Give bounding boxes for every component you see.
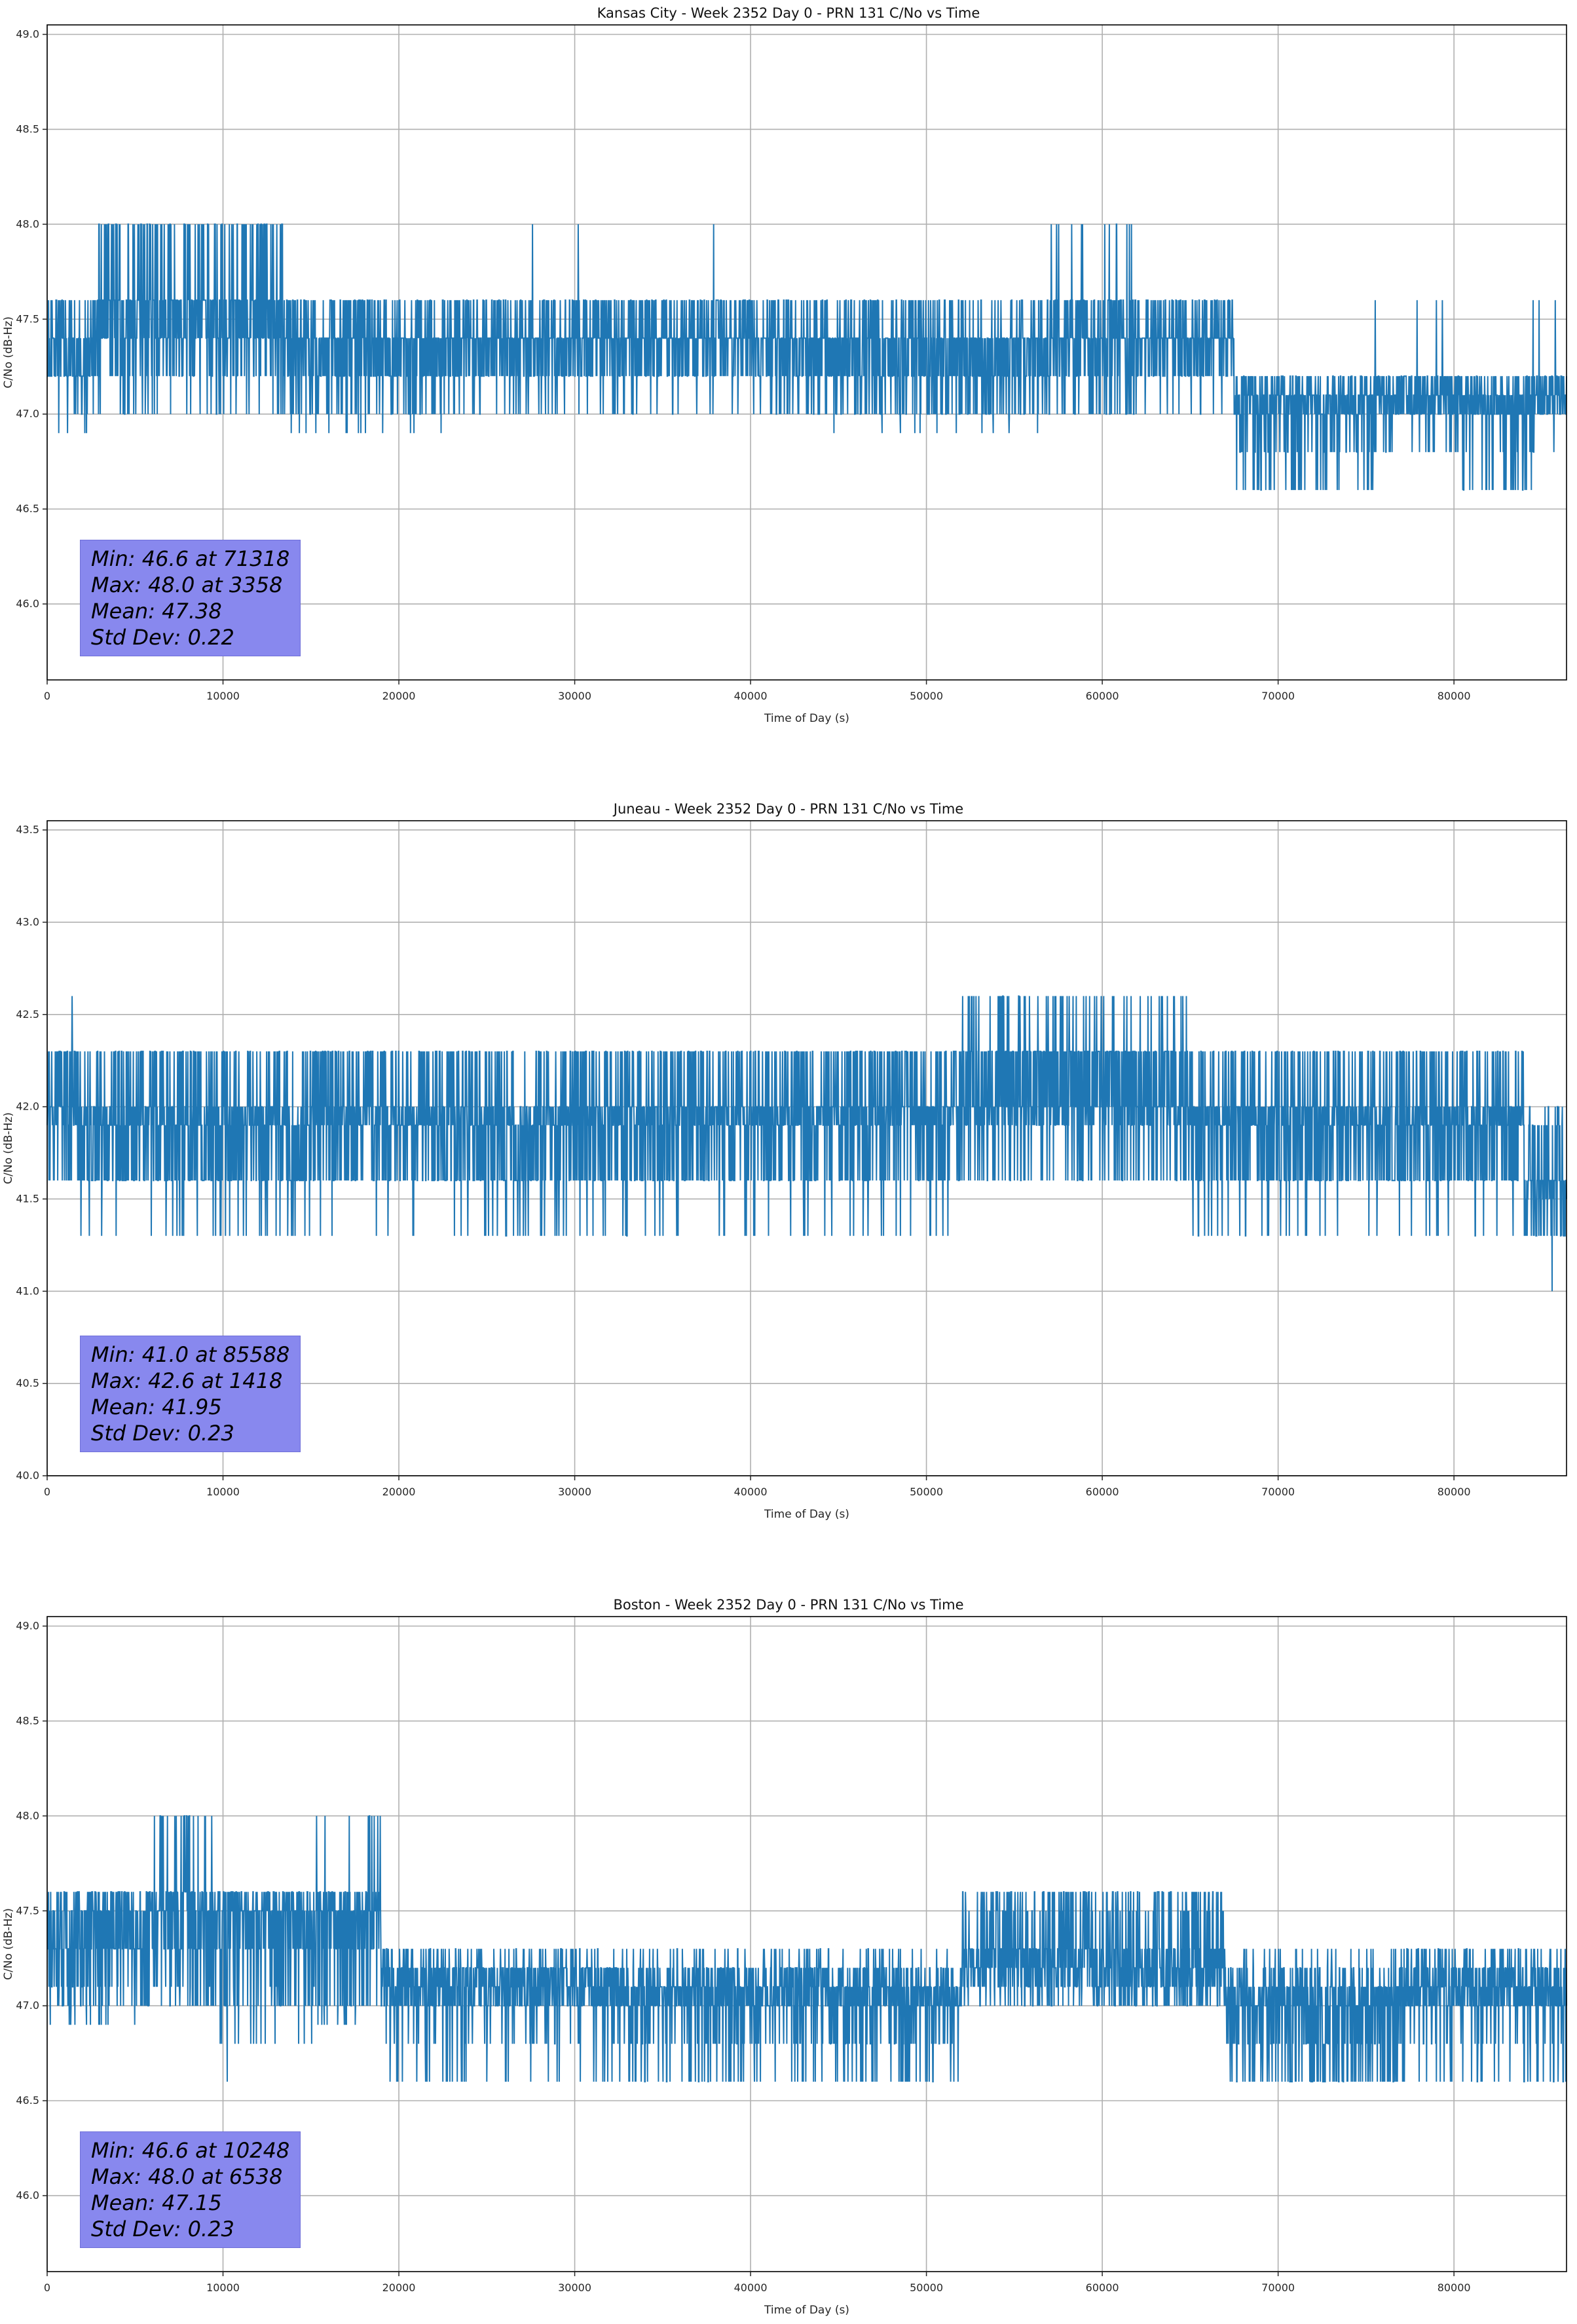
y-tick-label: 42.5 bbox=[16, 1008, 39, 1021]
x-tick-label: 80000 bbox=[1438, 2281, 1471, 2294]
y-tick-label: 40.5 bbox=[16, 1377, 39, 1389]
x-tick-label: 50000 bbox=[910, 2281, 943, 2294]
x-tick-label: 40000 bbox=[734, 2281, 768, 2294]
x-tick-label: 10000 bbox=[206, 2281, 240, 2294]
x-tick-label: 10000 bbox=[206, 690, 240, 702]
y-axis-label: C/No (dB-Hz) bbox=[2, 1908, 15, 1980]
x-tick-label: 70000 bbox=[1261, 690, 1295, 702]
y-tick-label: 47.5 bbox=[16, 312, 39, 325]
y-tick-label: 46.5 bbox=[16, 2094, 39, 2107]
x-tick-label: 20000 bbox=[382, 2281, 416, 2294]
plot-border bbox=[46, 820, 1567, 1476]
series-line bbox=[47, 223, 1567, 491]
stat-line-std: Std Dev: 0.23 bbox=[91, 2217, 234, 2241]
y-tick-label: 48.0 bbox=[16, 1809, 39, 1822]
chart-title: Kansas City - Week 2352 Day 0 - PRN 131 … bbox=[597, 5, 980, 21]
x-tick-label: 20000 bbox=[382, 690, 416, 702]
x-tick-label: 40000 bbox=[734, 690, 768, 702]
y-tick-label: 41.0 bbox=[16, 1284, 39, 1297]
y-tick-label: 46.5 bbox=[16, 502, 39, 515]
x-tick-label: 0 bbox=[44, 1486, 50, 1498]
y-tick-label: 43.5 bbox=[16, 823, 39, 836]
stat-line-mean: Mean: 47.38 bbox=[91, 599, 222, 624]
y-axis-label: C/No (dB-Hz) bbox=[2, 316, 15, 388]
y-tick-label: 47.0 bbox=[16, 1999, 39, 2012]
figure-kansas-city: Kansas City - Week 2352 Day 0 - PRN 131 … bbox=[0, 3, 1577, 730]
x-tick-label: 0 bbox=[44, 2281, 50, 2294]
x-tick-label: 70000 bbox=[1261, 1486, 1295, 1498]
stat-line-max: Max: 48.0 at 6538 bbox=[91, 2164, 283, 2189]
y-tick-label: 48.5 bbox=[16, 122, 39, 135]
y-tick-label: 46.0 bbox=[16, 597, 39, 610]
x-tick-label: 50000 bbox=[910, 1486, 943, 1498]
y-tick-label: 46.0 bbox=[16, 2189, 39, 2202]
x-tick-label: 20000 bbox=[382, 1486, 416, 1498]
y-tick-label: 42.0 bbox=[16, 1100, 39, 1113]
x-tick-label: 70000 bbox=[1261, 2281, 1295, 2294]
x-tick-label: 60000 bbox=[1086, 690, 1119, 702]
plot-border bbox=[46, 1616, 1567, 2272]
x-tick-label: 80000 bbox=[1438, 1486, 1471, 1498]
y-tick-label: 48.5 bbox=[16, 1714, 39, 1727]
stat-line-mean: Mean: 41.95 bbox=[91, 1395, 222, 1419]
x-axis-label: Time of Day (s) bbox=[764, 712, 849, 725]
series-line bbox=[47, 1815, 1567, 2083]
y-tick-label: 48.0 bbox=[16, 217, 39, 230]
x-tick-label: 30000 bbox=[558, 2281, 591, 2294]
plot-juneau: 0 10000 20000 30000 40000 50000 60000 70000 8000… bbox=[2, 820, 1567, 1521]
stat-line-mean: Mean: 47.15 bbox=[91, 2190, 222, 2215]
plot-boston: 0 10000 20000 30000 40000 50000 60000 70000 8000… bbox=[2, 1616, 1567, 2317]
stats-box: Min: 41.0 at 85588 Max: 42.6 at 1418 Mea… bbox=[80, 1336, 301, 1452]
stats-box: Min: 46.6 at 10248 Max: 48.0 at 6538 Mea… bbox=[80, 2131, 301, 2248]
y-tick-label: 49.0 bbox=[16, 28, 39, 40]
x-axis-label: Time of Day (s) bbox=[764, 2304, 849, 2317]
y-tick-label: 49.0 bbox=[16, 1619, 39, 1632]
x-tick-label: 50000 bbox=[910, 690, 943, 702]
stat-line-min: Min: 41.0 at 85588 bbox=[91, 1342, 290, 1367]
stat-line-max: Max: 42.6 at 1418 bbox=[91, 1368, 283, 1393]
stat-line-min: Min: 46.6 at 10248 bbox=[91, 2138, 290, 2163]
plot-kansas-city: 0 10000 20000 30000 40000 50000 60000 70000 8000… bbox=[2, 24, 1567, 725]
y-tick-label: 47.5 bbox=[16, 1904, 39, 1917]
x-tick-label: 40000 bbox=[734, 1486, 768, 1498]
plot-border bbox=[46, 24, 1567, 681]
stat-line-std: Std Dev: 0.22 bbox=[91, 625, 234, 650]
x-tick-label: 60000 bbox=[1086, 2281, 1119, 2294]
stat-line-min: Min: 46.6 at 71318 bbox=[91, 546, 290, 571]
x-tick-label: 30000 bbox=[558, 1486, 591, 1498]
stat-line-max: Max: 48.0 at 3358 bbox=[91, 572, 283, 597]
figure-boston: Boston - Week 2352 Day 0 - PRN 131 C/No … bbox=[0, 1594, 1577, 2321]
stats-box: Min: 46.6 at 71318 Max: 48.0 at 3358 Mea… bbox=[80, 540, 301, 656]
x-tick-label: 60000 bbox=[1086, 1486, 1119, 1498]
x-tick-label: 0 bbox=[44, 690, 50, 702]
x-axis-label: Time of Day (s) bbox=[764, 1508, 849, 1521]
y-tick-label: 43.0 bbox=[16, 916, 39, 928]
chart-title: Boston - Week 2352 Day 0 - PRN 131 C/No … bbox=[613, 1597, 964, 1613]
x-tick-label: 80000 bbox=[1438, 690, 1471, 702]
x-tick-label: 30000 bbox=[558, 690, 591, 702]
series-line bbox=[46, 995, 1567, 1292]
y-tick-label: 41.5 bbox=[16, 1192, 39, 1205]
y-tick-label: 40.0 bbox=[16, 1469, 39, 1482]
y-axis-label: C/No (dB-Hz) bbox=[2, 1112, 15, 1184]
y-tick-label: 47.0 bbox=[16, 407, 39, 420]
figure-juneau: Juneau - Week 2352 Day 0 - PRN 131 C/No … bbox=[0, 798, 1577, 1526]
chart-title: Juneau - Week 2352 Day 0 - PRN 131 C/No … bbox=[613, 801, 964, 817]
stat-line-std: Std Dev: 0.23 bbox=[91, 1421, 234, 1446]
x-tick-label: 10000 bbox=[206, 1486, 240, 1498]
